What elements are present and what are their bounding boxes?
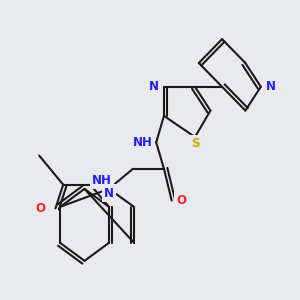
Text: N: N [149,80,159,93]
Text: S: S [191,137,199,150]
Text: NH: NH [92,174,112,187]
Text: O: O [176,194,186,207]
Text: NH: NH [133,136,153,149]
Text: N: N [266,80,275,93]
Text: O: O [36,202,46,215]
Text: N: N [104,187,114,200]
